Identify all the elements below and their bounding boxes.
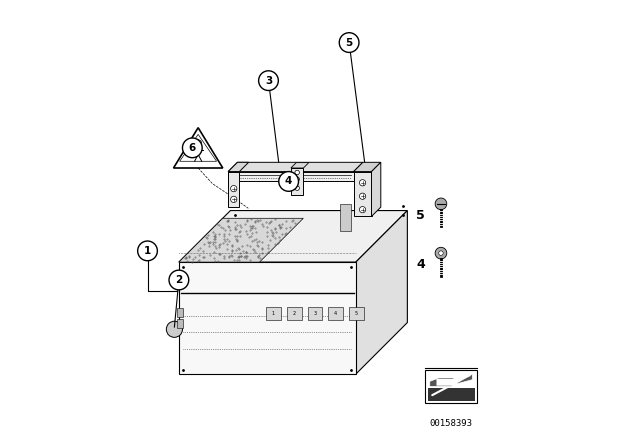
Text: 4: 4: [285, 177, 292, 186]
Polygon shape: [428, 388, 475, 401]
Polygon shape: [228, 162, 363, 172]
Bar: [177, 308, 184, 317]
Bar: [349, 307, 364, 320]
Polygon shape: [179, 211, 407, 262]
Bar: [340, 204, 351, 231]
Text: 2: 2: [175, 275, 182, 285]
Circle shape: [230, 185, 237, 192]
Circle shape: [169, 270, 189, 290]
Circle shape: [435, 198, 447, 210]
Bar: [308, 307, 323, 320]
Circle shape: [166, 321, 182, 337]
Polygon shape: [353, 172, 371, 216]
Text: 1: 1: [144, 246, 151, 256]
Polygon shape: [228, 172, 239, 207]
Circle shape: [295, 170, 300, 175]
Circle shape: [182, 138, 202, 158]
Polygon shape: [179, 262, 356, 374]
Circle shape: [295, 186, 300, 190]
Polygon shape: [430, 374, 472, 386]
Polygon shape: [228, 172, 353, 181]
Circle shape: [360, 193, 365, 199]
Text: 1: 1: [272, 311, 275, 316]
Text: 3: 3: [265, 76, 272, 86]
Circle shape: [230, 196, 237, 202]
Circle shape: [439, 251, 444, 255]
Polygon shape: [291, 163, 309, 168]
Circle shape: [360, 207, 365, 213]
Circle shape: [435, 247, 447, 259]
Circle shape: [295, 177, 300, 181]
Text: 5: 5: [417, 208, 425, 222]
Polygon shape: [228, 162, 248, 172]
Circle shape: [360, 180, 365, 186]
Text: 5: 5: [346, 38, 353, 47]
Polygon shape: [353, 162, 381, 172]
Text: 6: 6: [189, 143, 196, 153]
Polygon shape: [371, 162, 381, 216]
Polygon shape: [356, 211, 407, 374]
Bar: [287, 307, 301, 320]
Text: 2: 2: [292, 311, 296, 316]
Bar: [266, 307, 281, 320]
Circle shape: [259, 71, 278, 90]
Polygon shape: [173, 128, 223, 168]
Polygon shape: [291, 168, 303, 195]
Circle shape: [279, 172, 298, 191]
Circle shape: [339, 33, 359, 52]
Polygon shape: [436, 372, 472, 386]
Bar: [328, 307, 343, 320]
Text: 00158393: 00158393: [429, 419, 472, 428]
Circle shape: [138, 241, 157, 261]
Text: 4: 4: [417, 258, 425, 271]
Text: 4: 4: [334, 311, 337, 316]
Text: 3: 3: [314, 311, 316, 316]
Polygon shape: [179, 218, 303, 262]
Bar: [177, 319, 184, 328]
Text: 5: 5: [355, 311, 358, 316]
Bar: [425, 370, 477, 403]
